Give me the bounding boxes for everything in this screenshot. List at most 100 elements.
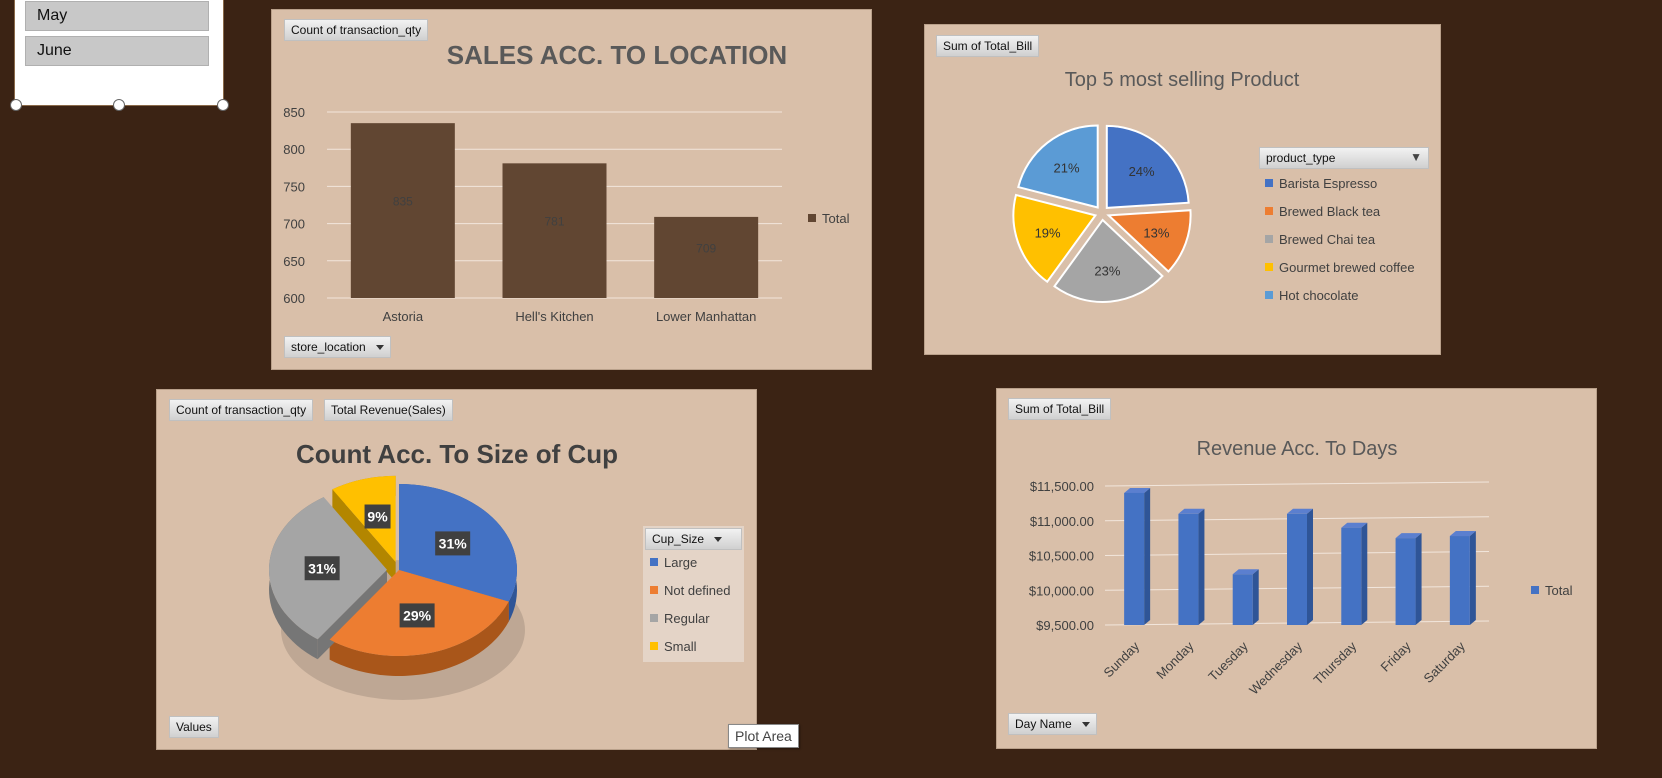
bar-side bbox=[1361, 522, 1368, 625]
bar[interactable] bbox=[1124, 492, 1145, 625]
legend-label: Not defined bbox=[664, 582, 731, 598]
location-legend: Total bbox=[808, 204, 849, 232]
gridline bbox=[1104, 481, 1490, 487]
legend-item: Gourmet brewed coffee bbox=[1265, 253, 1415, 281]
slicer-item-june[interactable]: June bbox=[25, 36, 209, 66]
cup-size-pie-svg: Count Acc. To Size of Cup 31% 29% 31% 9% bbox=[269, 439, 618, 700]
legend-swatch bbox=[1265, 235, 1273, 243]
legend-swatch bbox=[808, 214, 816, 222]
days-chart-svg: Revenue Acc. To Days $11,500.00 $11,000.0… bbox=[1029, 438, 1490, 698]
legend-label: Brewed Black tea bbox=[1279, 203, 1381, 219]
x-tick-label: Sunday bbox=[1100, 638, 1142, 680]
pie-slice[interactable] bbox=[1012, 193, 1098, 284]
pie-slice[interactable] bbox=[1105, 124, 1190, 209]
pie-slice-wall bbox=[332, 489, 396, 582]
data-label: 23% bbox=[1094, 264, 1120, 279]
legend-item: Small bbox=[650, 632, 731, 660]
month-slicer: May June bbox=[14, 0, 224, 106]
bar[interactable] bbox=[350, 123, 455, 298]
data-label-box bbox=[399, 603, 435, 628]
legend-swatch bbox=[650, 558, 658, 566]
cup-size-chart-panel[interactable]: Count of transaction_qty Total Revenue(S… bbox=[156, 389, 757, 750]
plot-area-tooltip: Plot Area bbox=[728, 724, 799, 748]
y-tick-label: 850 bbox=[283, 105, 305, 120]
legend-item: Hot chocolate bbox=[1265, 281, 1415, 309]
product-chart-panel[interactable]: Sum of Total_Bill Top 5 most selling Pro… bbox=[924, 24, 1441, 355]
bar-top bbox=[1395, 533, 1422, 539]
slicer-item-may[interactable]: May bbox=[25, 1, 209, 31]
field-button-transaction-qty[interactable]: Count of transaction_qty bbox=[284, 19, 429, 41]
legend-swatch bbox=[1265, 291, 1273, 299]
data-label: 19% bbox=[1035, 226, 1061, 241]
bar-side bbox=[1415, 533, 1422, 625]
field-button-total-revenue[interactable]: Total Revenue(Sales) bbox=[324, 399, 453, 421]
legend-label: Small bbox=[664, 638, 697, 654]
data-label: 31% bbox=[439, 535, 468, 551]
legend-item: Regular bbox=[650, 604, 731, 632]
resize-handle-left[interactable] bbox=[10, 99, 22, 111]
pie-slice[interactable] bbox=[1053, 218, 1164, 303]
x-tick-label: Thursday bbox=[1310, 638, 1359, 687]
y-tick-label: $10,000.00 bbox=[1029, 583, 1094, 598]
x-tick-label: Lower Manhattan bbox=[656, 309, 756, 324]
legend-item: Barista Espresso bbox=[1265, 169, 1415, 197]
values-button[interactable]: Values bbox=[169, 716, 219, 738]
chart-title: Top 5 most selling Product bbox=[1065, 69, 1300, 91]
bar-side bbox=[1198, 508, 1205, 625]
legend-swatch bbox=[650, 642, 658, 650]
field-button-total-bill[interactable]: Sum of Total_Bill bbox=[936, 35, 1040, 57]
legend-swatch bbox=[1265, 207, 1273, 215]
data-label: 31% bbox=[308, 560, 337, 576]
data-label: 13% bbox=[1143, 226, 1169, 241]
data-label: 781 bbox=[544, 215, 564, 229]
x-tick-label: Saturday bbox=[1421, 638, 1469, 686]
bar-top bbox=[1232, 569, 1259, 575]
store-location-filter[interactable]: store_location bbox=[284, 336, 391, 358]
bar[interactable] bbox=[1287, 513, 1307, 625]
x-tick-label: Monday bbox=[1153, 638, 1197, 682]
bar[interactable] bbox=[654, 216, 759, 298]
legend-item: Large bbox=[650, 548, 731, 576]
bar[interactable] bbox=[1232, 574, 1253, 625]
x-tick-label: Astoria bbox=[383, 309, 424, 324]
y-tick-label: $10,500.00 bbox=[1029, 549, 1094, 564]
field-button-transaction-qty[interactable]: Count of transaction_qty bbox=[169, 399, 314, 421]
pie-slice[interactable] bbox=[1017, 124, 1099, 209]
resize-handle-middle[interactable] bbox=[113, 99, 125, 111]
legend-swatch bbox=[1265, 179, 1273, 187]
legend-label: Barista Espresso bbox=[1279, 175, 1378, 191]
legend-swatch bbox=[1265, 263, 1273, 271]
bar-side bbox=[1144, 487, 1151, 625]
bar[interactable] bbox=[1178, 513, 1199, 625]
resize-handle-right[interactable] bbox=[217, 99, 229, 111]
y-tick-label: $9,500.00 bbox=[1036, 618, 1094, 633]
pie-slice-side bbox=[329, 601, 509, 676]
legend-label: Large bbox=[664, 554, 698, 570]
data-label: 29% bbox=[403, 607, 432, 623]
product-type-filter[interactable]: product_type ▼ bbox=[1259, 147, 1429, 169]
bar-side bbox=[1469, 531, 1476, 625]
y-tick-label: $11,500.00 bbox=[1030, 479, 1094, 494]
pie-slice[interactable] bbox=[1106, 209, 1192, 273]
cup-size-filter[interactable]: Cup_Size bbox=[645, 528, 742, 550]
y-tick-label: 700 bbox=[283, 217, 305, 232]
field-button-total-bill[interactable]: Sum of Total_Bill bbox=[1008, 398, 1112, 420]
days-chart-panel[interactable]: Sum of Total_Bill Revenue Acc. To Days $… bbox=[996, 388, 1597, 749]
y-tick-label: 750 bbox=[283, 179, 305, 194]
bar[interactable] bbox=[502, 163, 607, 298]
pie-slice[interactable] bbox=[332, 475, 396, 562]
bar[interactable] bbox=[1395, 538, 1416, 625]
location-chart-panel[interactable]: Count of transaction_qty SALES ACC. TO L… bbox=[271, 9, 872, 370]
bar-top bbox=[1287, 508, 1313, 514]
legend-label: Hot chocolate bbox=[1279, 287, 1359, 303]
days-legend: Total bbox=[1531, 576, 1572, 604]
bar[interactable] bbox=[1341, 527, 1362, 625]
chart-title: Revenue Acc. To Days bbox=[1197, 438, 1398, 460]
filter-icon: ▼ bbox=[1410, 150, 1422, 164]
legend-swatch bbox=[650, 586, 658, 594]
data-label-box bbox=[364, 504, 391, 529]
bar[interactable] bbox=[1449, 536, 1470, 625]
legend-swatch bbox=[650, 614, 658, 622]
day-name-filter[interactable]: Day Name bbox=[1008, 713, 1097, 735]
legend-item: Brewed Chai tea bbox=[1265, 225, 1415, 253]
